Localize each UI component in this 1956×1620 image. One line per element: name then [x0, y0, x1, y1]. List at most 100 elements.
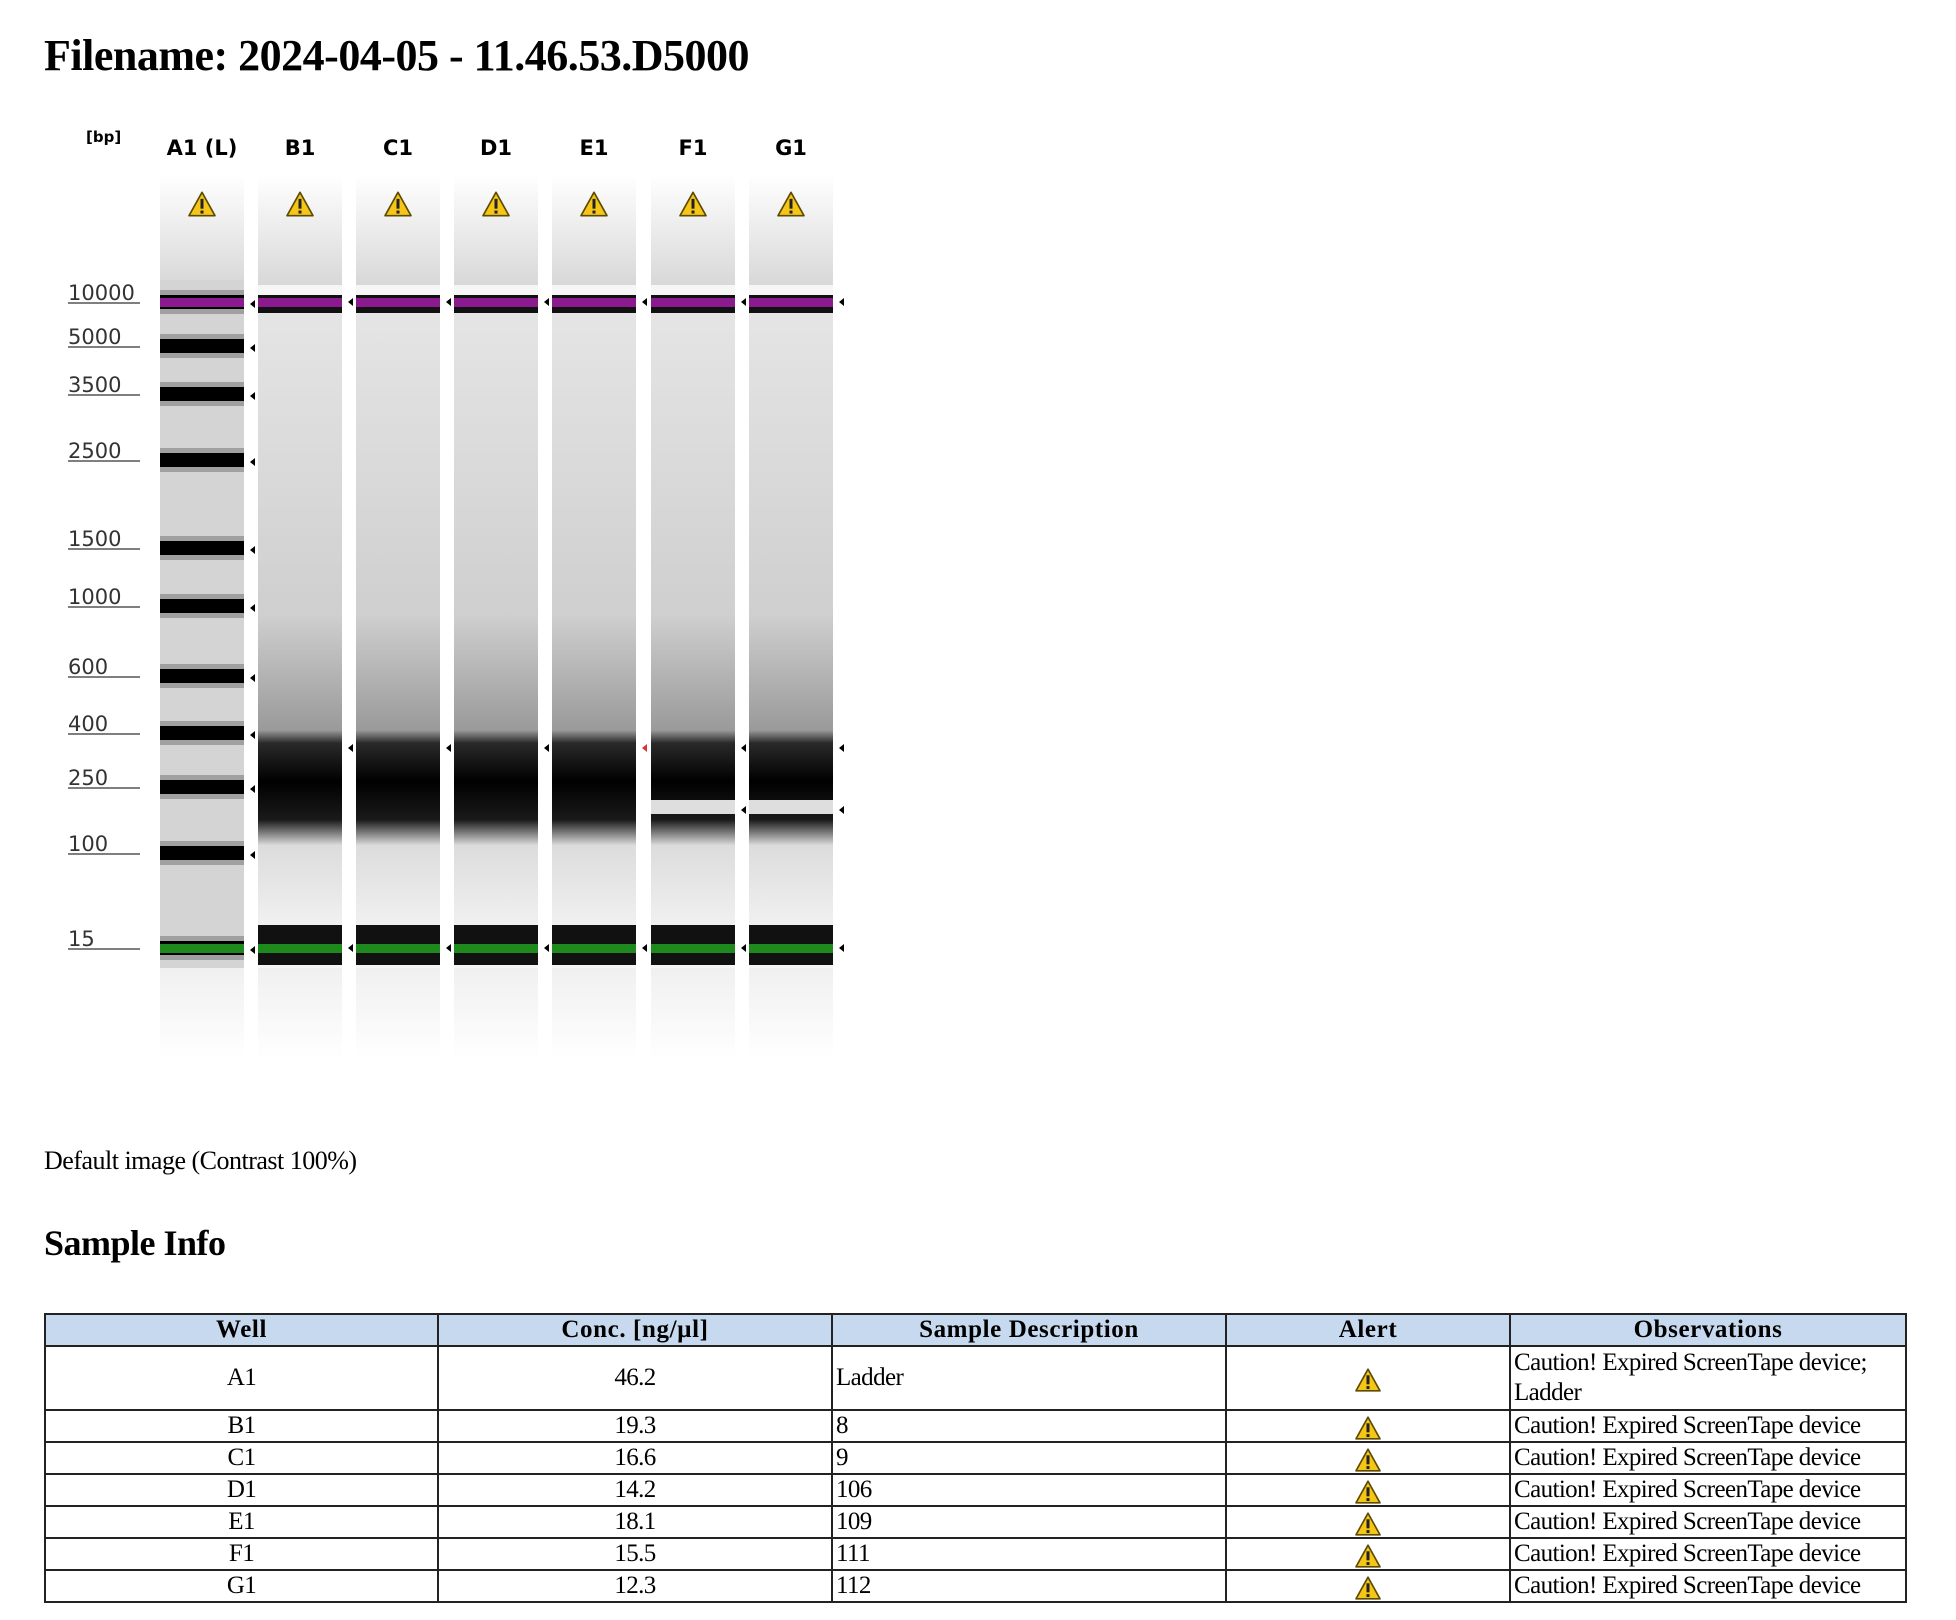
warning-icon [1355, 1512, 1381, 1536]
cell-alert [1225, 1345, 1511, 1411]
cell-description: 112 [831, 1569, 1227, 1603]
size-marker: 15 [68, 927, 140, 951]
sample-info-heading: Sample Info [44, 1223, 226, 1263]
column-header-well: Well [44, 1313, 439, 1347]
lane-warning-icon [286, 191, 314, 217]
size-marker-label: 600 [68, 655, 108, 679]
column-header-alert: Alert [1225, 1313, 1511, 1347]
alert-svg [1355, 1368, 1381, 1392]
lane-warning-icon [384, 191, 412, 217]
size-marker-label: 15 [68, 927, 95, 951]
cell-alert [1225, 1505, 1511, 1539]
cell-alert [1225, 1441, 1511, 1475]
lane-label: C1 [383, 136, 413, 160]
gel-image: [bp] A1 (L) B1 C1 D1 E1 F1 G1 10000 5000 3500 250… [60, 120, 860, 1120]
lane-warning-icon [188, 191, 216, 217]
warning-icon [1355, 1448, 1381, 1472]
alert-svg [1355, 1576, 1381, 1600]
size-marker-label: 400 [68, 712, 108, 736]
cell-conc: 19.3 [437, 1409, 833, 1443]
table-row: C1 16.6 9 Caution! Expired ScreenTape devic… [44, 1441, 1907, 1475]
cell-well: A1 [44, 1345, 439, 1411]
cell-observations: Caution! Expired ScreenTape device [1509, 1473, 1907, 1507]
size-marker-label: 1500 [68, 527, 121, 551]
lane-labels: A1 (L) B1 C1 D1 E1 F1 G1 [167, 136, 807, 160]
warning-icon [1355, 1480, 1381, 1504]
table-row: D1 14.2 106 Caution! Expired ScreenTape dev… [44, 1473, 1907, 1507]
cell-description: 106 [831, 1473, 1227, 1507]
cell-alert [1225, 1473, 1511, 1507]
table-row: E1 18.1 109 Caution! Expired ScreenTape dev… [44, 1505, 1907, 1539]
alert-svg [1355, 1512, 1381, 1536]
alert-svg [1355, 1480, 1381, 1504]
table-body: A1 46.2 Ladder Caution! Expired ScreenTape … [44, 1345, 1907, 1603]
size-marker: 5000 [68, 325, 140, 349]
size-marker: 10000 [68, 281, 140, 305]
size-marker-label: 10000 [68, 281, 135, 305]
lane-warning-icon [482, 191, 510, 217]
lane-warning-icon [580, 191, 608, 217]
cell-well: F1 [44, 1537, 439, 1571]
size-marker: 250 [68, 766, 140, 790]
cell-description: Ladder [831, 1345, 1227, 1411]
cell-observations: Caution! Expired ScreenTape device [1509, 1409, 1907, 1443]
alert-svg [1355, 1448, 1381, 1472]
cell-alert [1225, 1569, 1511, 1603]
cell-well: C1 [44, 1441, 439, 1475]
cell-description: 8 [831, 1409, 1227, 1443]
size-marker: 1500 [68, 527, 140, 551]
image-caption: Default image (Contrast 100%) [44, 1146, 357, 1175]
cell-conc: 14.2 [437, 1473, 833, 1507]
size-marker-label: 1000 [68, 585, 121, 609]
gel-lane [552, 175, 647, 1060]
size-marker-label: 3500 [68, 373, 121, 397]
size-marker-label: 250 [68, 766, 108, 790]
cell-conc: 12.3 [437, 1569, 833, 1603]
column-header-observations: Observations [1509, 1313, 1907, 1347]
size-markers: 10000 5000 3500 2500 1500 1000 600 400 250 100 15 [68, 281, 140, 951]
cell-conc: 16.6 [437, 1441, 833, 1475]
size-marker: 100 [68, 832, 140, 856]
sample-info-table: Well Conc. [ng/µl] Sample Description Al… [44, 1313, 1907, 1603]
lane-label: E1 [580, 136, 609, 160]
warning-icon [1355, 1544, 1381, 1568]
lane-label: G1 [775, 136, 807, 160]
size-marker-label: 2500 [68, 439, 121, 463]
size-marker: 3500 [68, 373, 140, 397]
cell-description: 111 [831, 1537, 1227, 1571]
table-row: F1 15.5 111 Caution! Expired ScreenTape dev… [44, 1537, 1907, 1571]
cell-alert [1225, 1537, 1511, 1571]
gel-svg: [bp] A1 (L) B1 C1 D1 E1 F1 G1 10000 5000 3500 250… [68, 128, 844, 1060]
lane-label: A1 (L) [167, 136, 238, 160]
cell-description: 109 [831, 1505, 1227, 1539]
gel-lanes [160, 175, 844, 1060]
cell-alert [1225, 1409, 1511, 1443]
table-row: B1 19.3 8 Caution! Expired ScreenTape devic… [44, 1409, 1907, 1443]
gel-lane [258, 175, 353, 1060]
size-marker: 400 [68, 712, 140, 736]
lane-warning-icon [679, 191, 707, 217]
size-marker: 2500 [68, 439, 140, 463]
page-title: Filename: 2024-04-05 - 11.46.53.D5000 [44, 31, 749, 80]
cell-well: B1 [44, 1409, 439, 1443]
cell-observations: Caution! Expired ScreenTape device [1509, 1569, 1907, 1603]
column-header-conc: Conc. [ng/µl] [437, 1313, 833, 1347]
bp-unit-label: [bp] [86, 128, 121, 146]
warning-icon [1355, 1576, 1381, 1600]
size-marker-label: 100 [68, 832, 108, 856]
column-header-description: Sample Description [831, 1313, 1227, 1347]
lane-warning-icon [777, 191, 805, 217]
size-marker: 1000 [68, 585, 140, 609]
gel-lane [454, 175, 549, 1060]
lane-label: D1 [480, 136, 512, 160]
lane-label: B1 [285, 136, 316, 160]
cell-well: E1 [44, 1505, 439, 1539]
lane-label: F1 [679, 136, 708, 160]
cell-observations: Caution! Expired ScreenTape device [1509, 1505, 1907, 1539]
size-marker-label: 5000 [68, 325, 121, 349]
cell-conc: 18.1 [437, 1505, 833, 1539]
table-header-row: Well Conc. [ng/µl] Sample Description Al… [44, 1313, 1907, 1347]
table-row: A1 46.2 Ladder Caution! Expired ScreenTape … [44, 1345, 1907, 1411]
cell-observations: Caution! Expired ScreenTape device; Ladd… [1509, 1345, 1907, 1411]
size-marker: 600 [68, 655, 140, 679]
